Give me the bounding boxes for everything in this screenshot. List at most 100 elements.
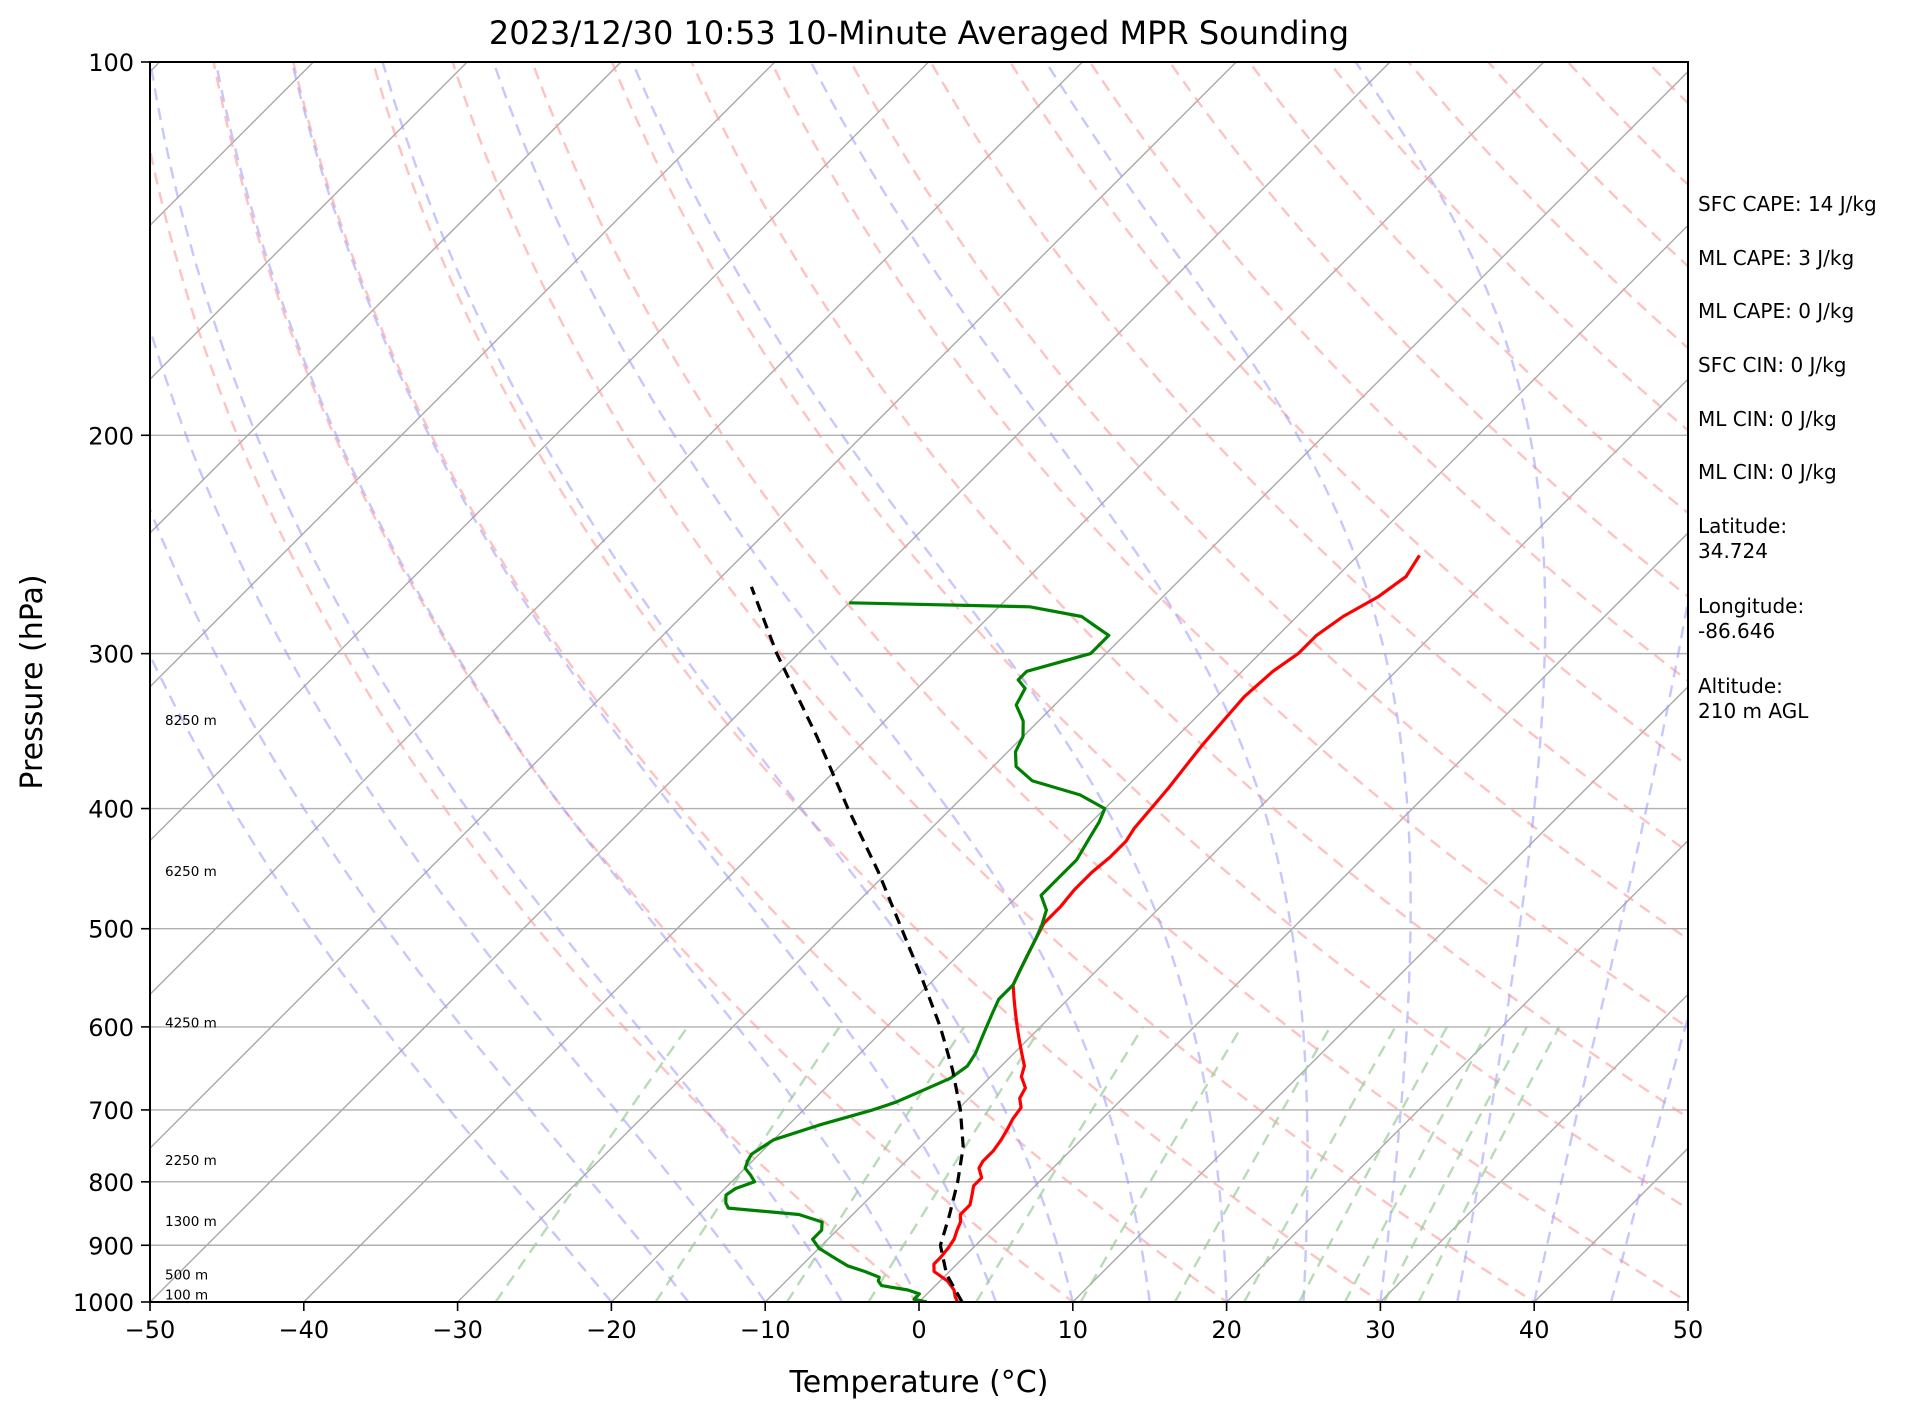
y-tick-label-9: 1000 bbox=[73, 1289, 134, 1317]
y-tick-label-5: 600 bbox=[88, 1014, 134, 1042]
isotherm-line-9 bbox=[150, 62, 1237, 1150]
dry-adiabat-7 bbox=[690, 62, 1688, 1119]
x-tick-label-10: 50 bbox=[1673, 1316, 1704, 1344]
height-label-1: 500 m bbox=[165, 1268, 208, 1284]
dry-adiabat-4 bbox=[451, 62, 1537, 1302]
isotherm-lines bbox=[150, 62, 1688, 1302]
x-tick-label-3: −20 bbox=[586, 1316, 637, 1344]
x-tick-label-0: −50 bbox=[125, 1316, 176, 1344]
isotherm-line-18 bbox=[1379, 993, 1688, 1302]
sounding-profiles bbox=[724, 554, 1421, 1302]
height-labels: 100 m 500 m 1300 m 2250 m 4250 m 6250 m 8250 m bbox=[165, 713, 217, 1303]
isotherm-line-6 bbox=[150, 62, 776, 688]
sounding-info-panel: SFC CAPE: 14 J/kg ML CAPE: 3 J/kg ML CAP… bbox=[1698, 192, 1877, 723]
height-label-0: 100 m bbox=[165, 1287, 208, 1303]
dry-adiabat-6 bbox=[610, 62, 1688, 1211]
moist-adiabat-2 bbox=[150, 325, 767, 1302]
x-tick-label-5: 0 bbox=[911, 1316, 926, 1344]
mixing-ratio-line-7 bbox=[1243, 1026, 1397, 1302]
x-tick-label-4: −10 bbox=[740, 1316, 791, 1344]
temperature-profile-line bbox=[932, 554, 1421, 1302]
moist-adiabat-5 bbox=[290, 62, 998, 1302]
x-axis-ticks: −50 −40 −30 −20 −10 0 10 20 30 40 50 bbox=[125, 1302, 1704, 1344]
isotherm-line-5 bbox=[150, 62, 622, 534]
mixing-ratio-lines bbox=[494, 1026, 1561, 1302]
mixing-ratio-line-9 bbox=[1343, 1026, 1492, 1302]
moist-adiabat-lines bbox=[150, 62, 1688, 1302]
chart-title: 2023/12/30 10:53 10-Minute Averaged MPR … bbox=[489, 14, 1349, 52]
moist-adiabat-10 bbox=[1044, 62, 1412, 1302]
dry-adiabat-10 bbox=[929, 62, 1688, 854]
x-tick-label-8: 30 bbox=[1365, 1316, 1396, 1344]
mixing-ratio-line-10 bbox=[1383, 1026, 1528, 1302]
mixing-ratio-line-3 bbox=[867, 1026, 1043, 1302]
moist-adiabat-6 bbox=[381, 62, 1074, 1302]
dry-adiabat-1 bbox=[212, 62, 1075, 1302]
x-tick-label-7: 20 bbox=[1211, 1316, 1242, 1344]
y-tick-label-1: 200 bbox=[88, 422, 134, 450]
isotherm-line-7 bbox=[150, 62, 930, 842]
dry-adiabat-0 bbox=[150, 144, 921, 1302]
mixing-ratio-line-2 bbox=[785, 1026, 966, 1302]
x-axis-title: Temperature (°C) bbox=[789, 1365, 1049, 1400]
info-longitude-value: -86.646 bbox=[1698, 619, 1775, 643]
mixing-ratio-line-5 bbox=[1079, 1026, 1243, 1302]
y-axis-ticks: 100 200 300 400 500 600 700 800 900 1000 bbox=[73, 49, 150, 1317]
info-ml-cin-2: ML CIN: 0 J/kg bbox=[1698, 460, 1837, 484]
mixing-ratio-line-8 bbox=[1298, 1026, 1449, 1302]
dry-adiabat-11 bbox=[1009, 62, 1688, 768]
y-tick-label-8: 900 bbox=[88, 1232, 134, 1260]
dry-adiabat-9 bbox=[849, 62, 1688, 941]
x-tick-label-1: −40 bbox=[278, 1316, 329, 1344]
moist-adiabat-12 bbox=[1533, 593, 1688, 1302]
y-tick-label-7: 800 bbox=[88, 1169, 134, 1197]
isobar-grid bbox=[150, 62, 1688, 1302]
height-label-3: 2250 m bbox=[165, 1153, 217, 1169]
x-tick-label-9: 40 bbox=[1519, 1316, 1550, 1344]
height-label-4: 4250 m bbox=[165, 1015, 217, 1031]
isotherm-line-11 bbox=[303, 62, 1545, 1302]
height-label-6: 8250 m bbox=[165, 713, 217, 729]
dry-adiabat-2 bbox=[292, 62, 1229, 1302]
y-tick-label-3: 400 bbox=[88, 796, 134, 824]
y-tick-label-6: 700 bbox=[88, 1097, 134, 1125]
info-ml-cape-2: ML CAPE: 0 J/kg bbox=[1698, 299, 1854, 323]
info-altitude-label: Altitude: bbox=[1698, 674, 1783, 698]
info-altitude-value: 210 m AGL bbox=[1698, 699, 1809, 723]
x-tick-label-2: −30 bbox=[432, 1316, 483, 1344]
isotherm-line-17 bbox=[1226, 839, 1688, 1302]
isotherm-line-4 bbox=[150, 62, 468, 381]
x-tick-label-6: 10 bbox=[1058, 1316, 1089, 1344]
mixing-ratio-line-6 bbox=[1173, 1026, 1332, 1302]
dewpoint-profile-line bbox=[724, 601, 1111, 1302]
moist-adiabat-8 bbox=[631, 62, 1228, 1302]
isotherm-line-15 bbox=[918, 532, 1688, 1302]
dry-adiabat-12 bbox=[1088, 62, 1688, 683]
mixing-ratio-line-11 bbox=[1417, 1026, 1561, 1302]
moist-adiabat-4 bbox=[214, 62, 921, 1302]
moist-adiabat-11 bbox=[1354, 62, 1547, 1302]
y-axis-title: Pressure (hPa) bbox=[15, 574, 50, 789]
parcel-profile-line bbox=[749, 586, 965, 1302]
isotherm-line-13 bbox=[610, 224, 1688, 1302]
mixing-ratio-line-0 bbox=[494, 1026, 689, 1302]
dry-adiabat-13 bbox=[1168, 62, 1688, 599]
info-sfc-cin: SFC CIN: 0 J/kg bbox=[1698, 353, 1846, 377]
moist-adiabat-7 bbox=[492, 62, 1151, 1302]
moist-adiabat-9 bbox=[809, 62, 1309, 1302]
dry-adiabat-lines bbox=[150, 62, 1688, 1302]
isotherm-line-8 bbox=[150, 62, 1083, 996]
info-longitude-label: Longitude: bbox=[1698, 594, 1804, 618]
info-latitude-label: Latitude: bbox=[1698, 514, 1787, 538]
y-tick-label-2: 300 bbox=[88, 641, 134, 669]
dry-adiabat-5 bbox=[531, 62, 1688, 1302]
info-sfc-cape: SFC CAPE: 14 J/kg bbox=[1698, 192, 1877, 216]
height-label-2: 1300 m bbox=[165, 1214, 217, 1230]
isotherm-line-12 bbox=[457, 70, 1688, 1302]
y-tick-label-0: 100 bbox=[88, 49, 134, 77]
plot-area bbox=[150, 62, 1688, 1302]
isotherm-line-14 bbox=[764, 378, 1688, 1302]
info-ml-cape: ML CAPE: 3 J/kg bbox=[1698, 246, 1854, 270]
dry-adiabat-14 bbox=[1248, 62, 1688, 515]
